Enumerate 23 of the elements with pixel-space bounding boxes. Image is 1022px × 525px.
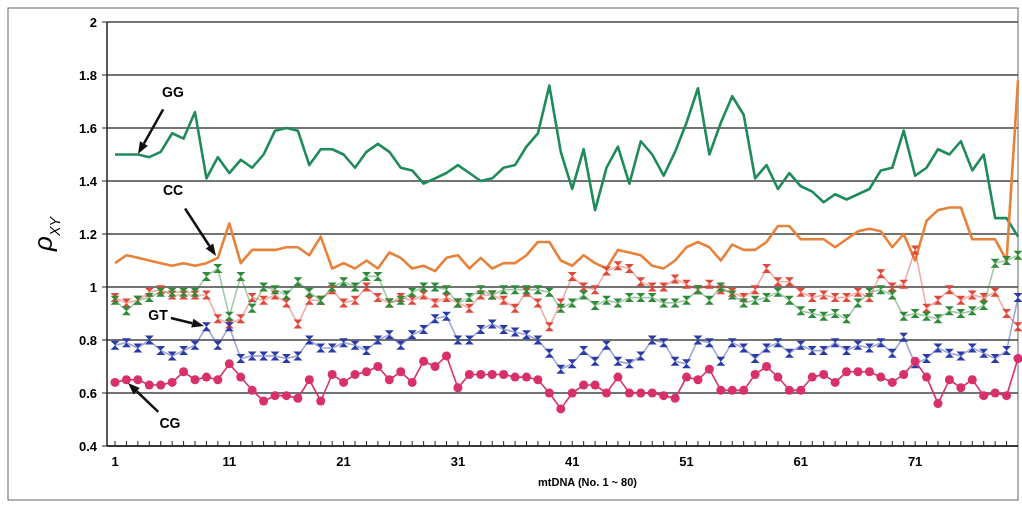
annotation: GG [162, 83, 184, 100]
x-axis-title: mtDNA (No. 1 ~ 80) [538, 476, 638, 488]
x-tick-label: 21 [336, 454, 351, 469]
y-tick-label: 0.4 [78, 438, 98, 454]
x-tick-label: 31 [450, 454, 466, 469]
x-tick-label: 51 [679, 454, 694, 469]
y-tick-label: 1 [89, 279, 97, 295]
x-tick-label: 41 [564, 454, 580, 469]
x-tick-label: 1 [111, 454, 119, 469]
y-tick-label: 1.8 [78, 67, 97, 83]
y-tick-label: 0.6 [78, 385, 97, 401]
x-tick-label: 61 [793, 454, 809, 469]
annotation: CG [159, 414, 181, 431]
y-tick-label: 1.2 [78, 226, 97, 242]
line-series [113, 84, 1020, 238]
annotation: GT [148, 306, 169, 323]
x-tick-label: 71 [907, 454, 923, 469]
annotation: CC [162, 181, 184, 198]
y-tick-label: 0.8 [78, 332, 97, 348]
y-tick-label: 1.6 [78, 120, 97, 136]
y-tick-label: 2 [89, 14, 97, 30]
x-tick-label: 11 [222, 454, 237, 469]
y-tick-label: 1.4 [78, 173, 98, 189]
